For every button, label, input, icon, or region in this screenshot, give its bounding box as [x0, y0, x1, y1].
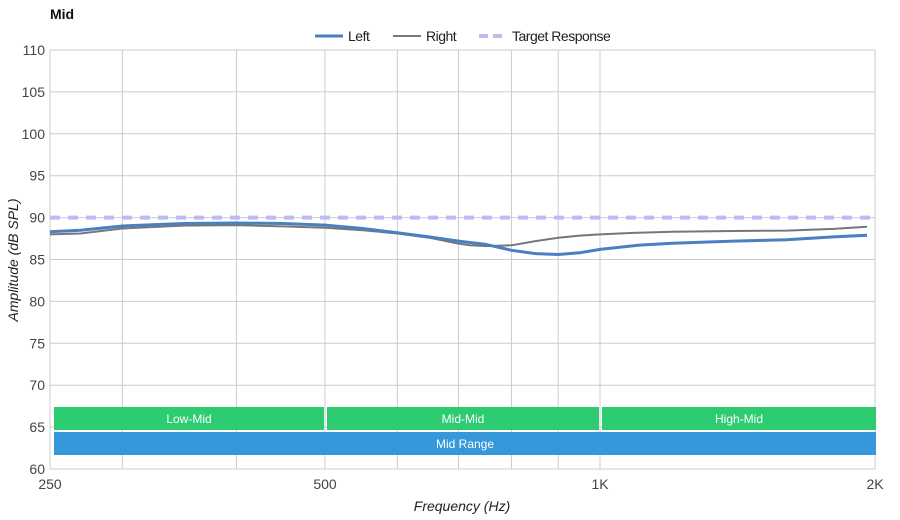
x-tick-label: 250: [38, 476, 62, 492]
series-right: [49, 224, 868, 248]
chart-title: Mid: [50, 6, 74, 22]
band-label: High-Mid: [715, 412, 763, 426]
band-low-mid: [54, 407, 324, 430]
y-axis-label: Amplitude (dB SPL): [5, 199, 21, 323]
y-tick-label: 110: [23, 42, 46, 58]
y-tick-label: 75: [29, 335, 45, 351]
band-mid-mid: [327, 407, 599, 430]
series-left: [49, 221, 868, 256]
x-tick-label: 1K: [591, 476, 609, 492]
band-high-mid: [602, 407, 876, 430]
x-tick-label: 500: [313, 476, 337, 492]
band-mid-range: [54, 432, 876, 455]
y-tick-label: 80: [29, 293, 45, 309]
x-axis-label: Frequency (Hz): [414, 498, 510, 514]
y-tick-label: 105: [22, 84, 46, 100]
band-label: Low-Mid: [166, 412, 211, 426]
y-tick-label: 90: [29, 210, 45, 226]
y-tick-label: 60: [29, 461, 45, 477]
legend-item: Right: [426, 28, 457, 44]
y-tick-label: 100: [22, 126, 46, 142]
y-tick-label: 70: [29, 377, 45, 393]
x-tick-label: 2K: [866, 476, 884, 492]
y-tick-label: 65: [29, 419, 45, 435]
legend-item: Left: [348, 28, 370, 44]
y-tick-label: 85: [29, 252, 45, 268]
band-label: Mid-Mid: [442, 412, 485, 426]
legend-item: Target Response: [512, 28, 611, 44]
y-tick-label: 95: [29, 168, 45, 184]
band-label: Mid Range: [436, 437, 494, 451]
